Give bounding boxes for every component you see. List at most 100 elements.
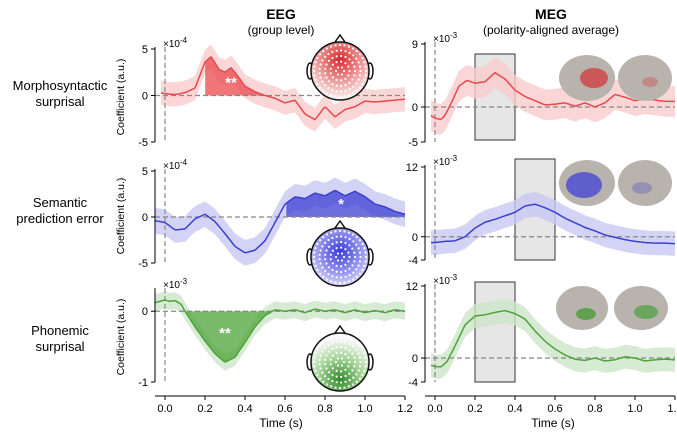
- brain-left-hemisphere: [556, 286, 608, 330]
- electrode-dot: [351, 78, 354, 81]
- electrode-dot: [330, 231, 333, 234]
- electrode-dot: [344, 269, 347, 273]
- electrode-dot: [335, 247, 338, 250]
- electrode-dot: [358, 365, 362, 368]
- electrode-dot: [316, 242, 319, 246]
- electrode-dot: [329, 363, 332, 366]
- electrode-dot: [344, 248, 347, 251]
- electrode-dot: [314, 369, 317, 372]
- electrode-dot: [338, 43, 342, 47]
- scalp-topography-semantic: [306, 219, 374, 287]
- electrode-dot: [338, 334, 342, 338]
- electrode-dot: [361, 242, 364, 246]
- electrode-dot: [338, 386, 342, 390]
- electrode-dot: [335, 264, 338, 267]
- electrode-dot: [364, 360, 368, 364]
- electrode-dot: [329, 72, 332, 75]
- electrode-dot: [324, 363, 327, 366]
- electrode-dot: [347, 280, 350, 283]
- x-tick-label: 0.6: [547, 403, 562, 415]
- electrode-dot: [335, 241, 338, 244]
- eeg-column-title: EEG: [266, 6, 296, 22]
- electrode-dot: [364, 365, 367, 368]
- electrode-dot: [314, 78, 317, 81]
- electrode-dot: [314, 61, 317, 64]
- electrode-dot: [331, 50, 334, 54]
- electrode-dot: [340, 235, 343, 238]
- electrode-dot: [357, 352, 360, 355]
- electrode-dot: [364, 251, 367, 254]
- electrode-dot: [340, 252, 344, 255]
- electrode-dot: [355, 57, 358, 60]
- electrode-dot: [336, 252, 340, 255]
- electrode-dot: [357, 264, 360, 267]
- electrode-dot: [335, 375, 338, 378]
- electrode-dot: [313, 74, 316, 77]
- electrode-dot: [344, 353, 347, 356]
- electrode-dot: [348, 267, 351, 270]
- electrode-dot: [361, 373, 364, 377]
- x-tick-label: 0.4: [507, 403, 522, 415]
- row-label-semantic-line1: Semantic: [33, 195, 88, 210]
- electrode-dot: [319, 262, 322, 265]
- electrode-dot: [355, 243, 358, 246]
- electrode-dot: [351, 352, 354, 355]
- electrode-dot: [347, 231, 350, 234]
- electrode-dot: [327, 377, 330, 381]
- electrode-dot: [334, 95, 337, 98]
- mean-line-green: [154, 299, 406, 363]
- electrode-dot: [348, 244, 351, 247]
- x-tick-label: 0.2: [467, 403, 482, 415]
- electrode-dot: [344, 55, 347, 59]
- electrode-dot: [319, 53, 322, 56]
- electrode-dot: [331, 367, 334, 370]
- electrode-dot: [348, 372, 351, 375]
- electrode-dot: [364, 65, 367, 68]
- electrode-dot: [330, 45, 333, 48]
- electrode-dot: [324, 55, 327, 58]
- electrode-dot: [352, 271, 355, 274]
- electrode-dot: [342, 255, 346, 259]
- electrode-dot: [347, 365, 350, 368]
- electrode-dot: [347, 65, 350, 68]
- electrode-dot: [335, 84, 338, 87]
- electrode-dot: [335, 78, 338, 81]
- electrode-dot: [312, 69, 316, 73]
- electrode-dot: [355, 275, 358, 278]
- confidence-band: [431, 192, 675, 256]
- electrode-dot: [340, 357, 344, 360]
- electrode-dot: [357, 61, 360, 64]
- panel-eeg_semantic: -5 0 5 ×10-4 *: [138, 158, 406, 270]
- electrode-dot: [351, 338, 355, 341]
- electrode-dot: [334, 335, 337, 338]
- y-tick-label: -4: [408, 255, 418, 267]
- electrode-dot: [334, 281, 337, 284]
- electrode-dot: [340, 73, 344, 76]
- electrode-dot: [330, 280, 333, 283]
- electrode-dot: [363, 369, 366, 372]
- electrode-dot: [331, 88, 334, 92]
- confidence-band: [431, 57, 675, 135]
- electrode-dot: [340, 49, 343, 52]
- electrode-dot: [344, 62, 347, 65]
- y-tick-label: 0: [142, 306, 148, 318]
- brain-activation-left: [566, 172, 602, 198]
- electrode-dot: [321, 59, 324, 62]
- electrode-dot: [364, 356, 367, 359]
- electrode-dot: [348, 379, 351, 382]
- nose-shape: [334, 33, 346, 43]
- brain-right-hemisphere: [618, 55, 672, 101]
- electrode-dot: [351, 233, 355, 236]
- electrode-dot: [352, 85, 355, 88]
- electrode-dot: [363, 247, 366, 250]
- electrode-dot: [352, 54, 355, 57]
- electrode-dot: [329, 258, 332, 261]
- brain-activation-right: [634, 305, 658, 319]
- electrode-dot: [344, 275, 347, 278]
- ylabel-eeg-semantic: Coefficient (a.u.): [115, 178, 127, 255]
- brain-activation-right: [642, 77, 658, 87]
- electrode-dot: [343, 44, 346, 47]
- electrode-dot: [335, 235, 338, 238]
- electrode-dot: [327, 245, 331, 248]
- electrode-dot: [347, 74, 350, 77]
